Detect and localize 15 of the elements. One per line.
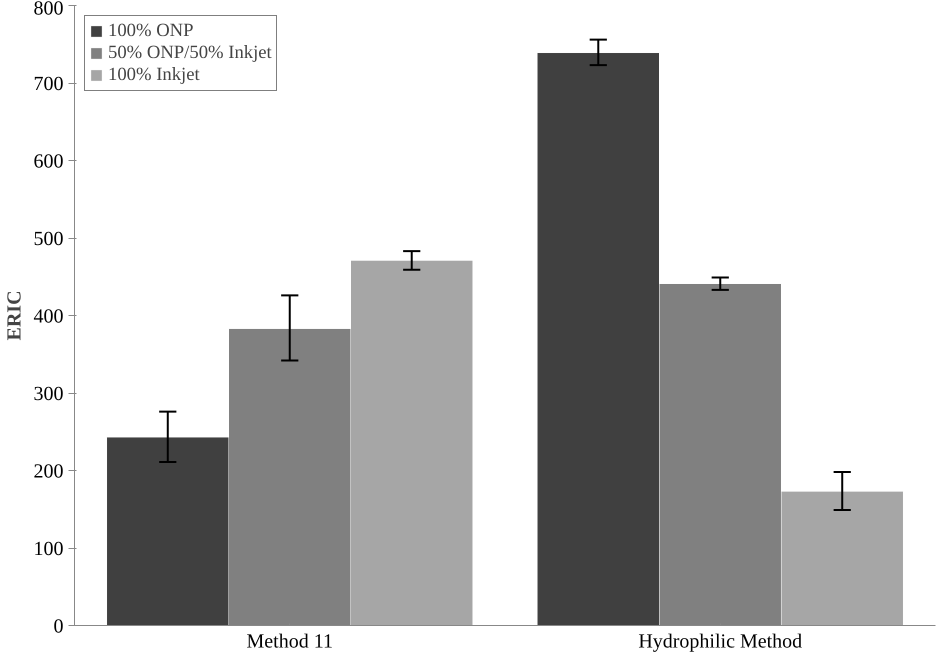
legend-label: 100% ONP [108, 20, 194, 42]
y-tick-label: 400 [34, 306, 64, 328]
y-tick-label: 600 [34, 150, 64, 172]
y-tick-label: 700 [34, 73, 64, 95]
legend-label: 50% ONP/50% Inkjet [108, 42, 272, 64]
x-tick-label: Method 11 [246, 630, 333, 652]
y-tick-label: 0 [54, 616, 64, 638]
y-tick-label: 100 [34, 538, 64, 560]
y-tick-label: 200 [34, 460, 64, 482]
y-axis-title: ERIC [4, 290, 26, 341]
y-tick-label: 800 [34, 0, 64, 20]
y-tick-label: 500 [34, 228, 64, 250]
x-tick-label: Hydrophilic Method [638, 630, 802, 652]
legend-label: 100% Inkjet [108, 64, 200, 86]
y-tick-label: 300 [34, 383, 64, 405]
